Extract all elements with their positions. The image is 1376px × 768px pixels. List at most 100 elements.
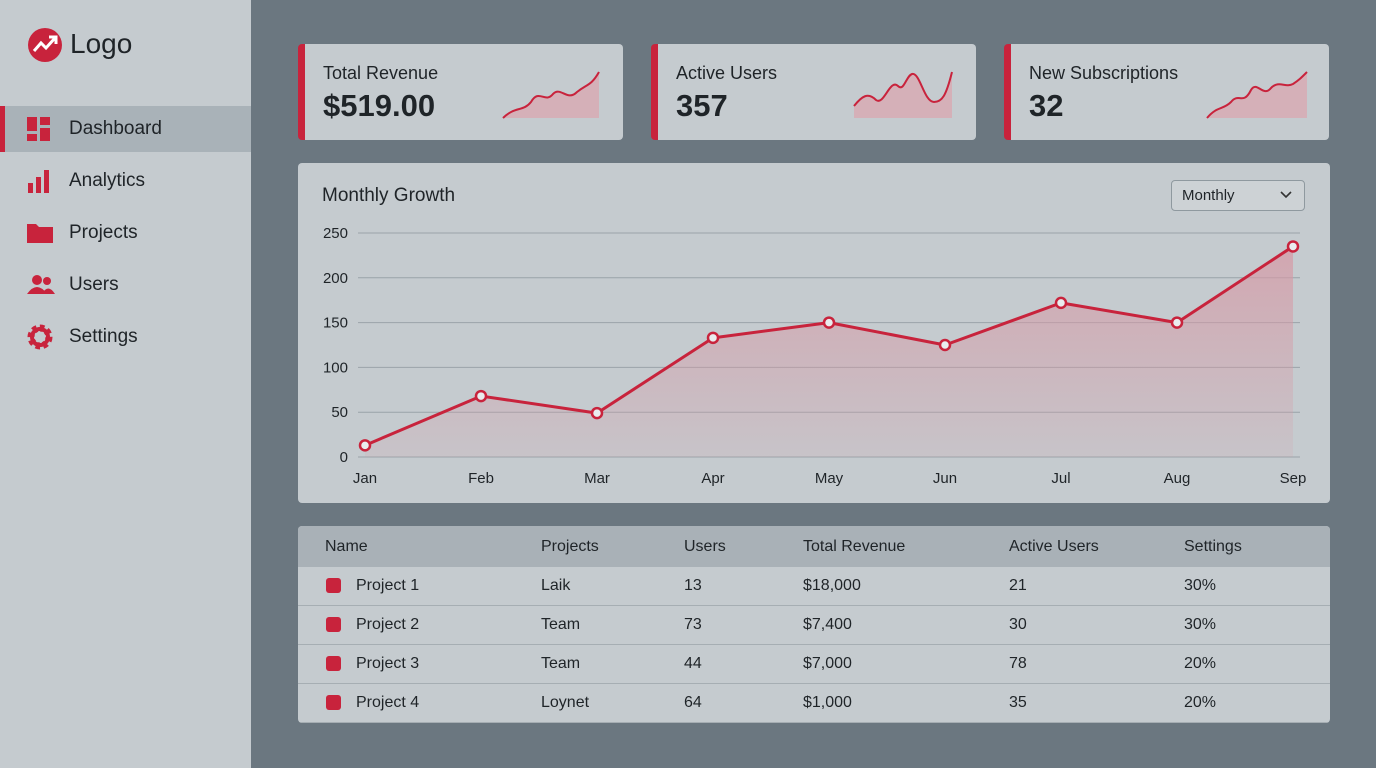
nav-icon <box>27 275 55 294</box>
card-title: New Subscriptions <box>1029 63 1179 83</box>
table-cell: 78 <box>1009 655 1027 672</box>
point <box>938 338 952 352</box>
table-cell: 44 <box>684 655 702 672</box>
point <box>1286 240 1300 253</box>
table-cell: $1,000 <box>803 694 852 711</box>
projects-table: Name Projects Users Total Revenue Active Use… <box>298 526 1330 723</box>
x-tick-label: May <box>815 470 844 487</box>
row-icon <box>326 695 341 710</box>
table-cell: Project 2 <box>356 616 420 633</box>
table-cell: Team <box>541 616 581 633</box>
nav-item[interactable]: Projects <box>0 210 251 256</box>
x-tick-label: Sep <box>1280 470 1307 487</box>
table-cell: 13 <box>684 577 702 594</box>
table-cell: $18,000 <box>803 577 861 594</box>
logo: Logo <box>70 28 133 59</box>
nav-item[interactable]: Analytics <box>0 158 251 204</box>
row-icon <box>326 617 341 632</box>
chart-title: Monthly Growth <box>322 185 455 206</box>
table-cell: Team <box>541 655 581 672</box>
nav-label: Projects <box>69 222 138 243</box>
x-tick-label: Jun <box>933 470 957 487</box>
card-title: Total Revenue <box>323 63 439 83</box>
card-value: 32 <box>1029 88 1064 123</box>
column-header: Total Revenue <box>803 537 906 555</box>
table-row[interactable]: Project 4 Loynet 64 $1,000 35 20% <box>298 684 1330 723</box>
table-cell: 30% <box>1184 577 1217 594</box>
table-row[interactable]: Project 2 Team 73 $7,400 30 30% <box>298 606 1330 645</box>
x-tick-label: Feb <box>468 470 494 487</box>
table-row[interactable]: Project 1 Laik 13 $18,000 21 30% <box>298 567 1330 606</box>
nav-label: Users <box>69 274 119 295</box>
row-icon <box>326 578 341 593</box>
table-cell: $7,000 <box>803 655 852 672</box>
card-value: $519.00 <box>323 88 436 123</box>
y-tick-label: 200 <box>323 270 348 287</box>
table-cell: 20% <box>1184 694 1217 711</box>
x-tick-label: Aug <box>1164 470 1191 487</box>
nav-icon <box>27 224 53 243</box>
stat-card: Total Revenue $519.00 <box>298 44 623 140</box>
sparkline <box>502 71 600 119</box>
table-cell: Loynet <box>541 694 590 711</box>
column-header: Users <box>684 537 726 555</box>
table-cell: 30% <box>1184 616 1217 633</box>
sidebar: Logo Dashboard Analytics Projects Users … <box>0 0 251 768</box>
logo-icon <box>28 28 62 62</box>
chart: Monthly Growth 0 50 100 150 200 250 Jan Feb Mar A… <box>298 163 1330 503</box>
table-cell: Laik <box>541 577 571 594</box>
table-cell: 20% <box>1184 655 1217 672</box>
column-header: Name <box>325 537 368 555</box>
point <box>1170 316 1184 329</box>
point <box>1054 296 1068 310</box>
card-value: 357 <box>676 88 728 123</box>
nav-item[interactable]: Dashboard <box>0 106 251 152</box>
y-tick-label: 150 <box>323 315 348 332</box>
table-cell: 35 <box>1009 694 1027 711</box>
nav-icon <box>28 170 49 193</box>
point <box>590 406 604 420</box>
table-cell: Project 1 <box>356 577 420 594</box>
chevron <box>1280 191 1292 199</box>
column-header: Active Users <box>1009 537 1099 555</box>
point <box>474 389 488 403</box>
table-cell: 30 <box>1009 616 1027 633</box>
table-cell: 21 <box>1009 577 1027 594</box>
dropdown-label: Monthly <box>1182 187 1235 204</box>
table-cell: Project 4 <box>356 694 420 711</box>
sparkline <box>1206 71 1308 119</box>
stat-card: New Subscriptions 32 <box>1004 44 1329 140</box>
x-tick-label: Jan <box>353 470 377 487</box>
row-icon <box>326 656 341 671</box>
period-dropdown[interactable]: Monthly <box>1171 180 1305 211</box>
point <box>706 331 720 345</box>
point <box>358 439 372 452</box>
column-header: Settings <box>1184 537 1242 555</box>
card-title: Active Users <box>676 63 778 83</box>
x-tick-label: Apr <box>701 470 724 487</box>
table-header: Name Projects Users Total Revenue Active Use… <box>298 526 1330 567</box>
area <box>365 246 1293 457</box>
nav-item[interactable]: Users <box>0 262 251 308</box>
column-header: Projects <box>541 537 599 555</box>
nav-icon <box>27 117 50 141</box>
y-tick-label: 250 <box>323 225 348 242</box>
y-tick-label: 0 <box>340 449 348 466</box>
point <box>822 316 836 329</box>
stat-card: Active Users 357 <box>651 44 976 140</box>
table-cell: $7,400 <box>803 616 852 633</box>
table-cell: 73 <box>684 616 702 633</box>
y-tick-label: 100 <box>323 359 348 376</box>
x-tick-label: Mar <box>584 470 610 487</box>
nav-icon <box>27 324 53 350</box>
sparkline <box>853 71 953 118</box>
nav-label: Settings <box>69 326 138 347</box>
nav-item[interactable]: Settings <box>0 314 251 360</box>
x-tick-label: Jul <box>1051 470 1070 487</box>
nav-label: Dashboard <box>69 118 162 139</box>
table-cell: Project 3 <box>356 655 420 672</box>
table-row[interactable]: Project 3 Team 44 $7,000 78 20% <box>298 645 1330 684</box>
table-cell: 64 <box>684 694 702 711</box>
nav-label: Analytics <box>69 170 146 191</box>
